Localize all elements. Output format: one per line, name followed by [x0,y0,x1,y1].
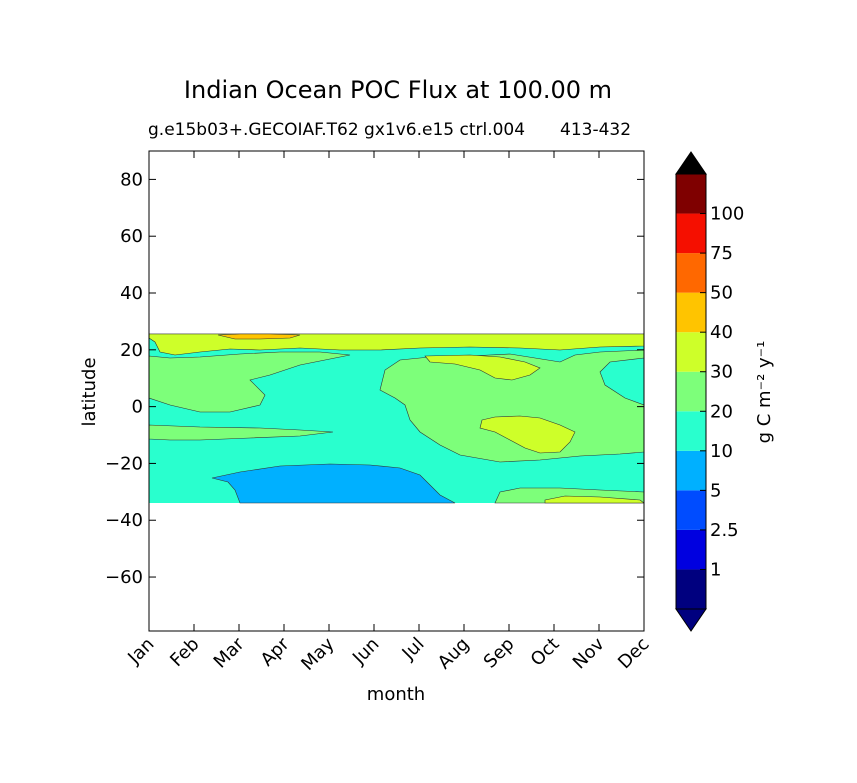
y-tick-label: −20 [105,453,143,474]
x-tick-label: Aug [434,634,474,674]
y-tick-label: 0 [132,397,143,418]
x-tick-label: Mar [210,633,249,672]
colorbar-segment [676,490,706,530]
colorbar-tick-label: 2.5 [710,520,739,541]
colorbar-segment [676,292,706,333]
colorbar-segment [676,332,706,372]
colorbar-segment [676,253,706,293]
contour-band-20-30-west [149,351,351,413]
colorbar-segment [676,371,706,412]
y-tick-label: 40 [120,283,143,304]
colorbar-tick-label: 100 [710,204,744,225]
contour-band-5-10 [211,463,456,504]
x-tick-label: Sep [480,634,519,673]
colorbar-tick-label: 10 [710,441,733,462]
contour-band-20-30-west2 [149,424,334,441]
colorbar-tick-label: 30 [710,362,733,383]
colorbar-tick-label: 75 [710,243,733,264]
contour-band-30-40-north [149,333,644,356]
y-tick-label: −60 [105,567,143,588]
y-tick-label: −40 [105,510,143,531]
colorbar-tick-label: 50 [710,283,733,304]
contour-band-30-40-blob-aug [424,354,541,381]
x-tick-label: Feb [166,634,203,671]
colorbar-segment [676,213,706,254]
colorbar-tick-label: 40 [710,322,733,343]
chart-title: Indian Ocean POC Flux at 100.00 m [183,76,613,104]
x-tick-label: Jul [398,634,429,665]
chart-subtitle-left: g.e15b03+.GECOIAF.T62 gx1v6.e15 ctrl.004 [148,120,526,140]
colorbar-segment [676,569,706,609]
y-tick-label: 60 [120,226,143,247]
x-tick-label: Jun [348,634,383,669]
chart-subtitle-right: 413-432 [560,120,632,140]
y-axis: 80 60 40 20 0 −20 −40 −60 [105,169,644,588]
colorbar-segment [676,174,706,214]
colorbar-frame [675,173,707,610]
colorbar-extend-min [675,608,707,632]
y-axis-label: latitude [79,357,100,426]
x-tick-label: Jan [123,634,158,669]
contour-band-40-50 [217,333,301,340]
contour-band-30-40-south [544,495,644,504]
plot-frame [148,150,645,632]
contour-field [149,333,644,504]
x-tick-label: Dec [614,634,653,673]
x-tick-label: Apr [257,633,294,670]
contour-band-30-40-blob-sep [479,415,576,454]
x-tick-label: May [297,633,338,674]
x-axis-label: month [367,684,425,705]
colorbar-tick-label: 20 [710,401,733,422]
colorbar: 1 2.5 5 10 20 30 40 50 75 100 [675,151,744,632]
colorbar-extend-max [675,151,707,175]
colorbar-segment [676,450,706,491]
colorbar-label: g C m⁻² y⁻¹ [754,341,775,444]
colorbar-segment [676,529,706,570]
colorbar-tick-label: 5 [710,480,721,501]
x-tick-label: Oct [527,634,564,671]
colorbar-tick-label: 1 [710,559,721,580]
y-tick-label: 80 [120,169,143,190]
colorbar-segment [676,411,706,451]
y-tick-label: 20 [120,340,143,361]
x-tick-label: Nov [569,633,609,673]
